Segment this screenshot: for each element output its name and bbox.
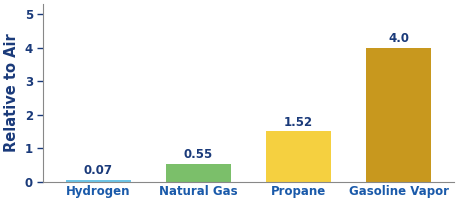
Bar — [265, 131, 330, 182]
Y-axis label: Relative to Air: Relative to Air — [4, 34, 19, 153]
Bar — [166, 164, 230, 182]
Bar — [365, 48, 430, 182]
Bar — [66, 180, 131, 182]
Text: 1.52: 1.52 — [283, 116, 313, 129]
Text: 0.55: 0.55 — [184, 148, 213, 161]
Text: 0.07: 0.07 — [84, 164, 112, 177]
Text: 4.0: 4.0 — [387, 33, 408, 45]
